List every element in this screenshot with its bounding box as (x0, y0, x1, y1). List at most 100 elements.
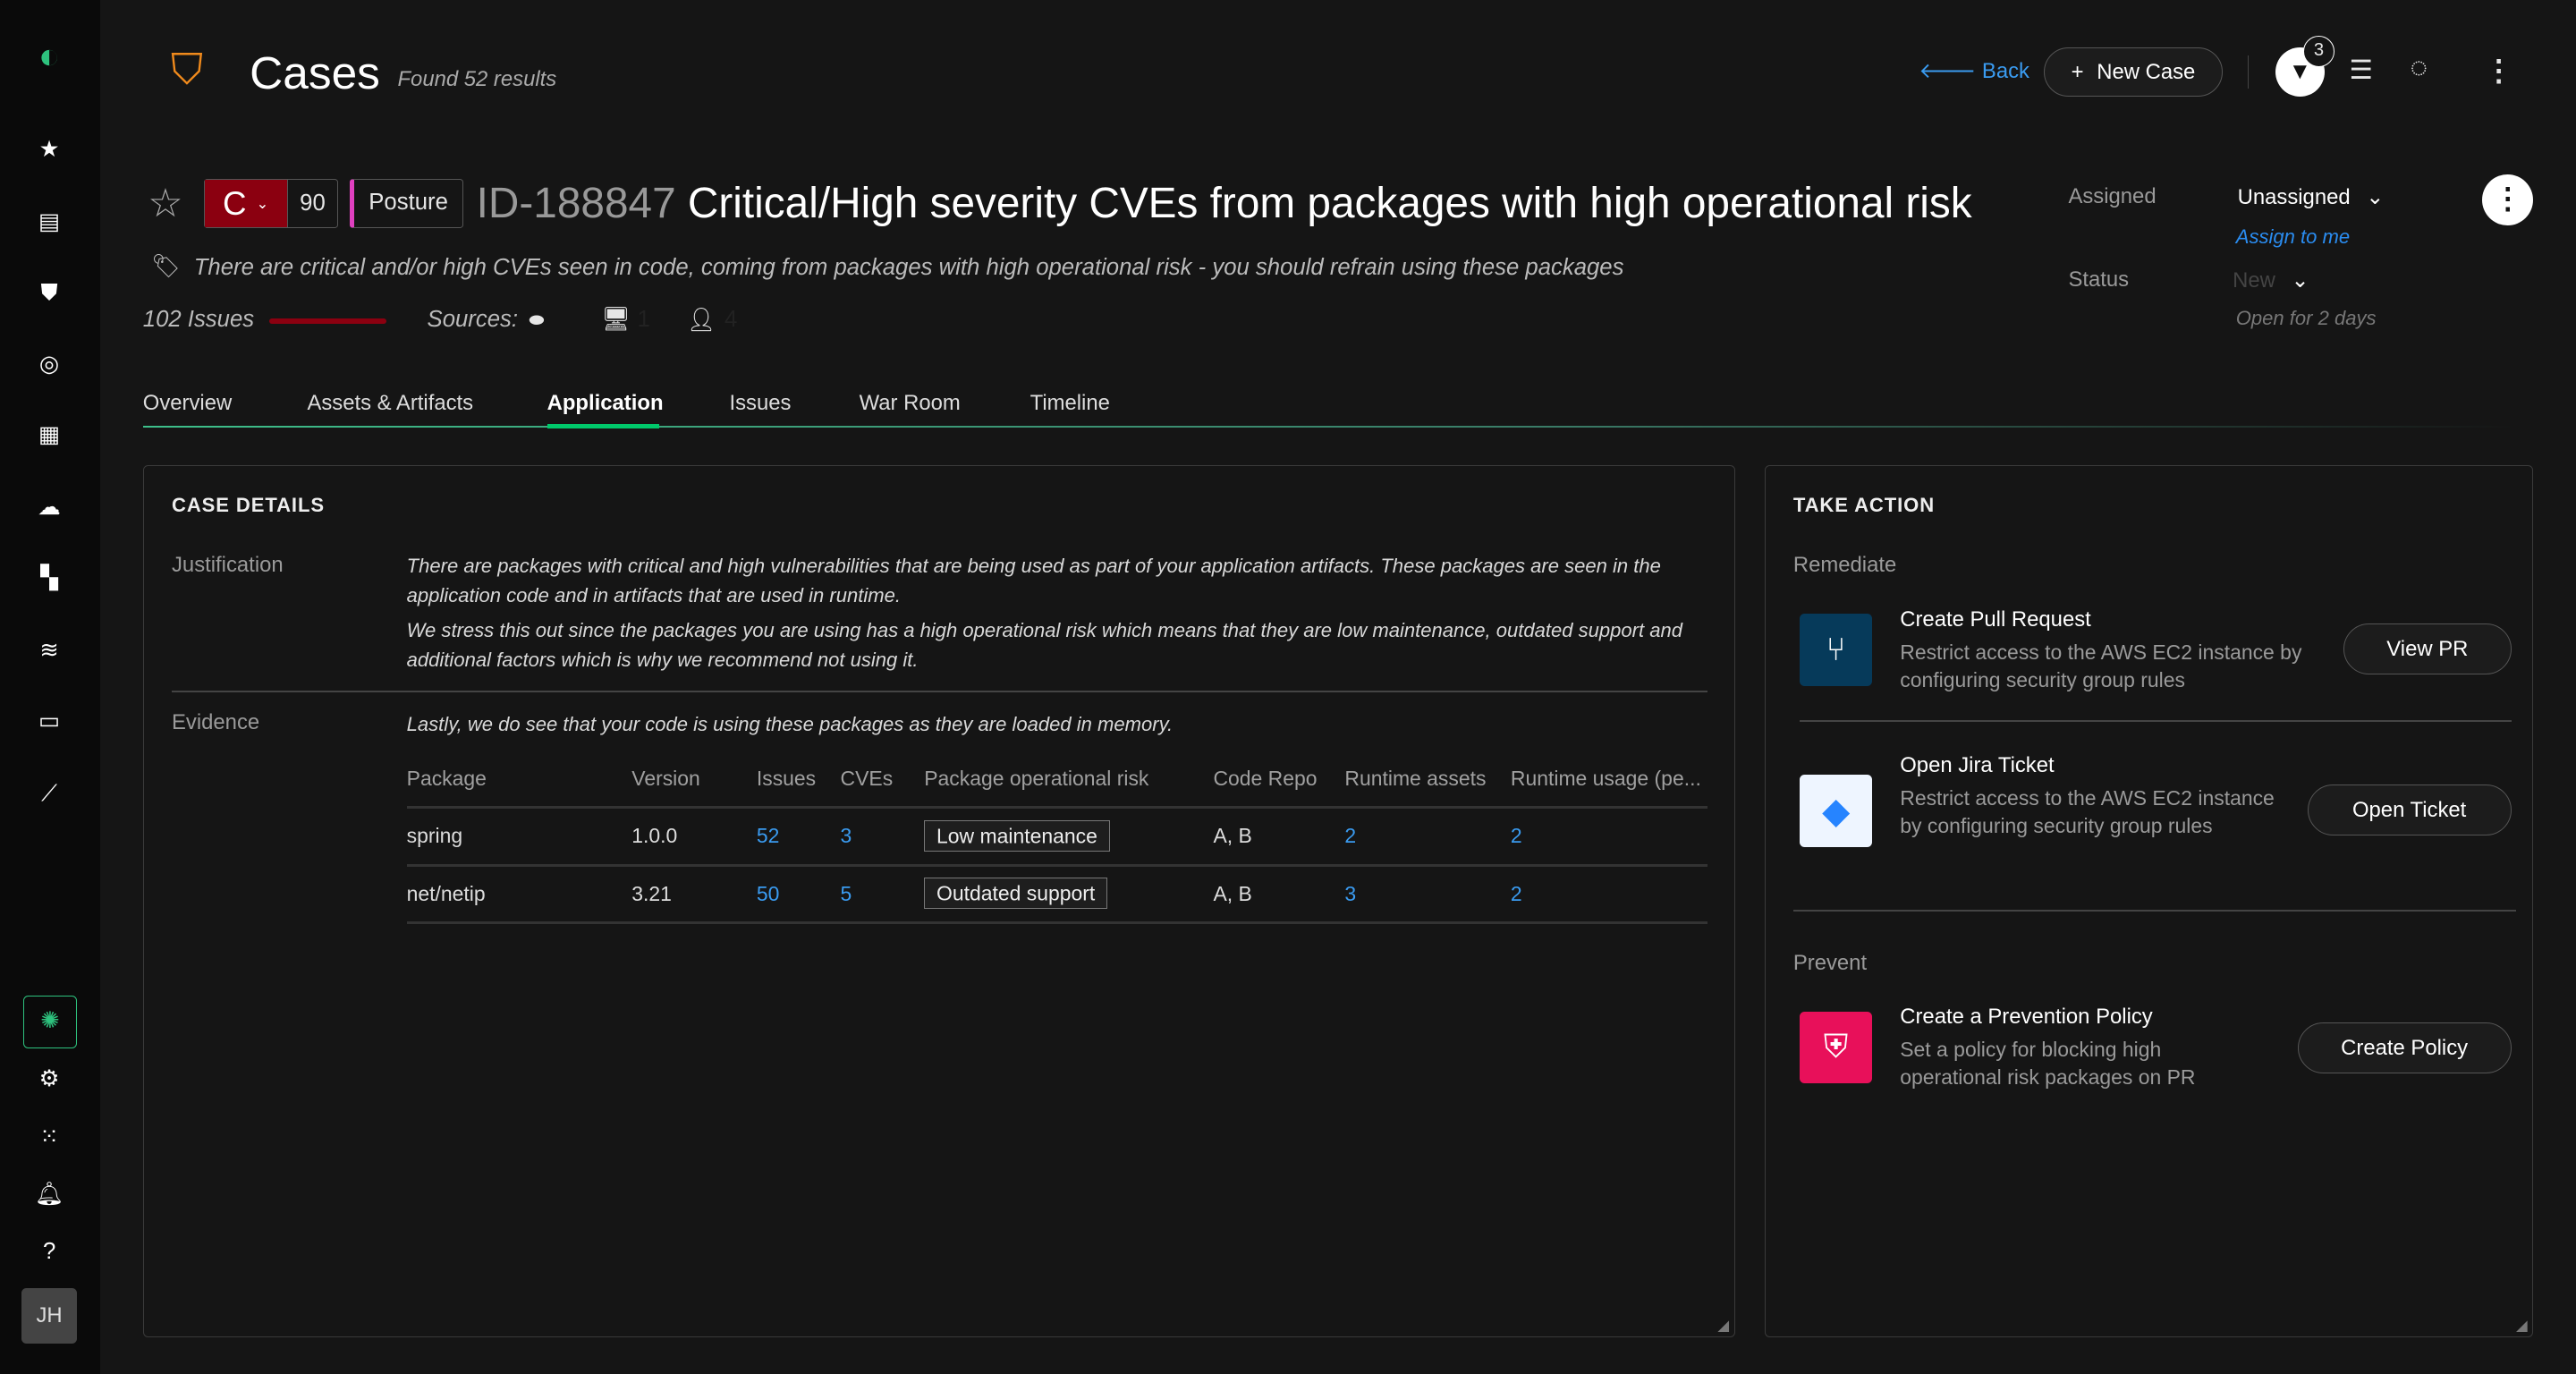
git-pull-request-icon: ⑂ (1800, 614, 1873, 686)
star-icon[interactable]: ★ (38, 136, 60, 162)
assign-to-me-link[interactable]: Assign to me (2235, 225, 2351, 248)
action-description: Restrict access to the AWS EC2 instance … (1900, 640, 2302, 691)
avatar[interactable]: JH (21, 1287, 78, 1344)
column-header[interactable]: Runtime usage (pe... (1510, 751, 1708, 810)
take-action-panel: TAKE ACTION Remediate ⑂ Create Pull Requ… (1764, 464, 2534, 1338)
tab-issues[interactable]: Issues (729, 391, 792, 416)
issues-link[interactable]: 52 (756, 807, 841, 867)
column-header[interactable]: Runtime assets (1344, 751, 1511, 810)
action-title: Create a Prevention Policy (1900, 1005, 2153, 1030)
new-case-button[interactable]: + New Case (2043, 47, 2224, 98)
gear-icon[interactable]: ⚙ (38, 1066, 60, 1092)
ai-icon[interactable]: ✺ (22, 996, 78, 1048)
package-cell: net/netip (406, 865, 632, 924)
tab-timeline[interactable]: Timeline (1030, 391, 1110, 416)
shield-alert-icon[interactable]: ⛊ (40, 279, 58, 305)
shield-plus-icon: ⛨ (1800, 1011, 1873, 1084)
cves-link[interactable]: 3 (840, 807, 925, 867)
user-count: 4 (724, 307, 738, 333)
tab-assets-artifacts[interactable]: Assets & Artifacts (307, 391, 474, 416)
help-icon[interactable]: ? (42, 1239, 56, 1265)
code-repo-cell: A, B (1213, 865, 1345, 924)
case-details-panel: CASE DETAILS Justification There are pac… (142, 464, 1735, 1338)
runtime-usage-link[interactable]: 2 (1510, 807, 1708, 867)
plus-icon: + (2071, 59, 2084, 84)
runtime-assets-link[interactable]: 2 (1344, 807, 1511, 867)
justification-paragraph: There are packages with critical and hig… (406, 555, 1661, 607)
category-badge: Posture (350, 179, 463, 229)
view-pr-button[interactable]: View PR (2343, 623, 2512, 675)
create-policy-button[interactable]: Create Policy (2297, 1022, 2512, 1074)
arrow-left-icon: 🡐 (1919, 59, 1977, 84)
resize-handle[interactable]: ◢ (1717, 1317, 1730, 1335)
divider (1792, 909, 2517, 912)
tabs-underline (142, 425, 2514, 428)
case-title: ID-188847 Critical/High severity CVEs fr… (477, 179, 1972, 228)
filter-count-badge: 3 (2303, 36, 2334, 68)
cves-link[interactable]: 5 (840, 865, 925, 924)
user-icon: 👤︎ (686, 308, 716, 334)
jira-icon: ◆ (1800, 775, 1873, 847)
app-logo-icon[interactable]: ◐ (38, 35, 61, 77)
refresh-icon[interactable]: ◌ (2410, 50, 2428, 84)
action-description: Restrict access to the AWS EC2 instance … (1900, 786, 2275, 838)
speed-icon[interactable]: ⟋ (41, 780, 58, 806)
version-cell: 3.21 (631, 865, 757, 924)
grid-icon[interactable]: ⁙ (39, 1124, 59, 1149)
issues-link[interactable]: 50 (756, 865, 841, 924)
action-title: Create Pull Request (1900, 606, 2091, 632)
layers-icon[interactable]: ≋ (39, 637, 59, 663)
new-case-label: New Case (2097, 59, 2196, 84)
assignee-dropdown[interactable]: Unassigned ⌄ (2238, 184, 2385, 210)
column-header[interactable]: Package operational risk (924, 751, 1214, 810)
tab-application[interactable]: Application (547, 391, 664, 416)
open-ticket-button[interactable]: Open Ticket (2307, 785, 2512, 836)
dashboard-icon[interactable]: ▤ (38, 208, 61, 234)
target-icon[interactable]: ◎ (38, 352, 60, 377)
version-cell: 1.0.0 (631, 807, 757, 867)
prevent-label: Prevent (1792, 950, 1868, 975)
clipboard-icon[interactable]: ▦ (38, 422, 61, 448)
status-dropdown[interactable]: New ⌄ (2233, 267, 2309, 293)
column-header[interactable]: Issues (756, 751, 841, 810)
justification-text: There are packages with critical and hig… (407, 551, 1713, 674)
resize-handle[interactable]: ◢ (2516, 1317, 2528, 1335)
package-cell: spring (406, 807, 632, 867)
sources-label: Sources: (427, 307, 518, 333)
column-header[interactable]: Package (406, 751, 632, 810)
chevron-down-icon: ⌄ (2291, 268, 2309, 293)
evidence-text: Lastly, we do see that your code is usin… (406, 712, 1174, 735)
inbox-icon[interactable]: ▭ (38, 708, 61, 734)
back-button[interactable]: 🡐 Back (1919, 57, 2029, 84)
tab-overview[interactable]: Overview (142, 391, 233, 416)
list-icon[interactable]: ☰ (2349, 55, 2373, 85)
issues-count[interactable]: 102 Issues (142, 307, 255, 333)
cloud-icon[interactable]: ☁ (38, 495, 61, 521)
take-action-title: TAKE ACTION (1792, 494, 1936, 516)
action-title: Open Jira Ticket (1900, 753, 2055, 778)
tab-war-room[interactable]: War Room (859, 391, 961, 416)
cases-shield-icon: ⛉ (171, 47, 203, 95)
active-tab-indicator (547, 423, 659, 429)
column-header[interactable]: Version (631, 751, 757, 810)
page-title: Cases (250, 47, 380, 99)
risk-tag: Outdated support (924, 878, 1108, 910)
assets-icon[interactable]: ▚ (40, 565, 58, 591)
chevron-down-icon: ⌄ (256, 194, 269, 212)
divider (172, 691, 1708, 693)
remediate-label: Remediate (1792, 553, 1897, 578)
host-count: 1 (637, 307, 650, 333)
case-more-icon[interactable]: ⋮ (2482, 174, 2534, 225)
severity-score-badge[interactable]: C ⌄ 90 (203, 179, 339, 229)
score: 90 (286, 180, 338, 228)
bell-icon[interactable]: 🔔︎ (34, 1181, 64, 1207)
more-vertical-icon[interactable]: ⋮ (2484, 54, 2514, 88)
column-header[interactable]: CVEs (840, 751, 925, 810)
evidence-label: Evidence (172, 710, 260, 735)
sidebar: ◐ ★ ▤ ⛊ ◎ ▦ ☁ ▚ ≋ ▭ ⟋ ✺ ⚙ ⁙ 🔔︎ ? JH (0, 0, 101, 1374)
runtime-usage-link[interactable]: 2 (1510, 865, 1708, 924)
runtime-assets-link[interactable]: 3 (1344, 865, 1511, 924)
action-description: Set a policy for blocking high operation… (1900, 1038, 2196, 1090)
star-outline-icon[interactable]: ☆ (148, 182, 183, 226)
column-header[interactable]: Code Repo (1213, 751, 1345, 810)
